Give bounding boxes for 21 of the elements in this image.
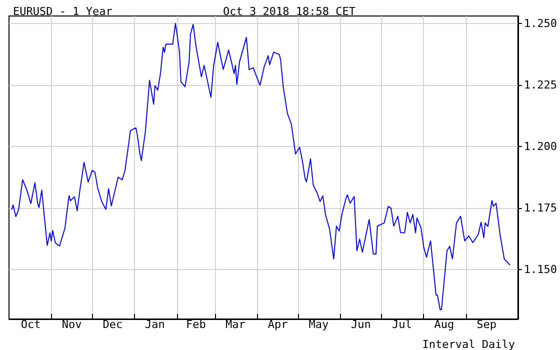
chart-title: EURUSD - 1 Year [13, 5, 113, 18]
x-tick-label: Nov [62, 318, 82, 331]
x-tick-label: Jul [392, 318, 412, 331]
y-tick-label: 1.175 [524, 202, 558, 215]
y-tick-label: 1.150 [524, 263, 558, 276]
x-tick-label: May [308, 318, 330, 331]
x-tick-label: Jun [351, 318, 371, 331]
y-tick-label: 1.200 [524, 140, 558, 154]
x-tick-label: Sep [476, 318, 496, 331]
text: Interval Daily [422, 338, 516, 350]
y-tick-label: 1.250 [524, 16, 558, 30]
annotation: Oct 3 2018 18:58 CET [223, 5, 356, 18]
x-tick-label: Mar [226, 318, 246, 331]
line-series [11, 22, 510, 310]
x-tick-label: Feb [186, 318, 206, 331]
x-tick-label: Jan [145, 318, 165, 331]
x-tick-label: Aug [434, 318, 454, 331]
x-tick-label: Apr [268, 318, 288, 331]
y-tick-label: 1.225 [524, 78, 558, 92]
x-tick-label: Oct [20, 318, 41, 331]
x-tick-label: Dec [102, 318, 123, 331]
